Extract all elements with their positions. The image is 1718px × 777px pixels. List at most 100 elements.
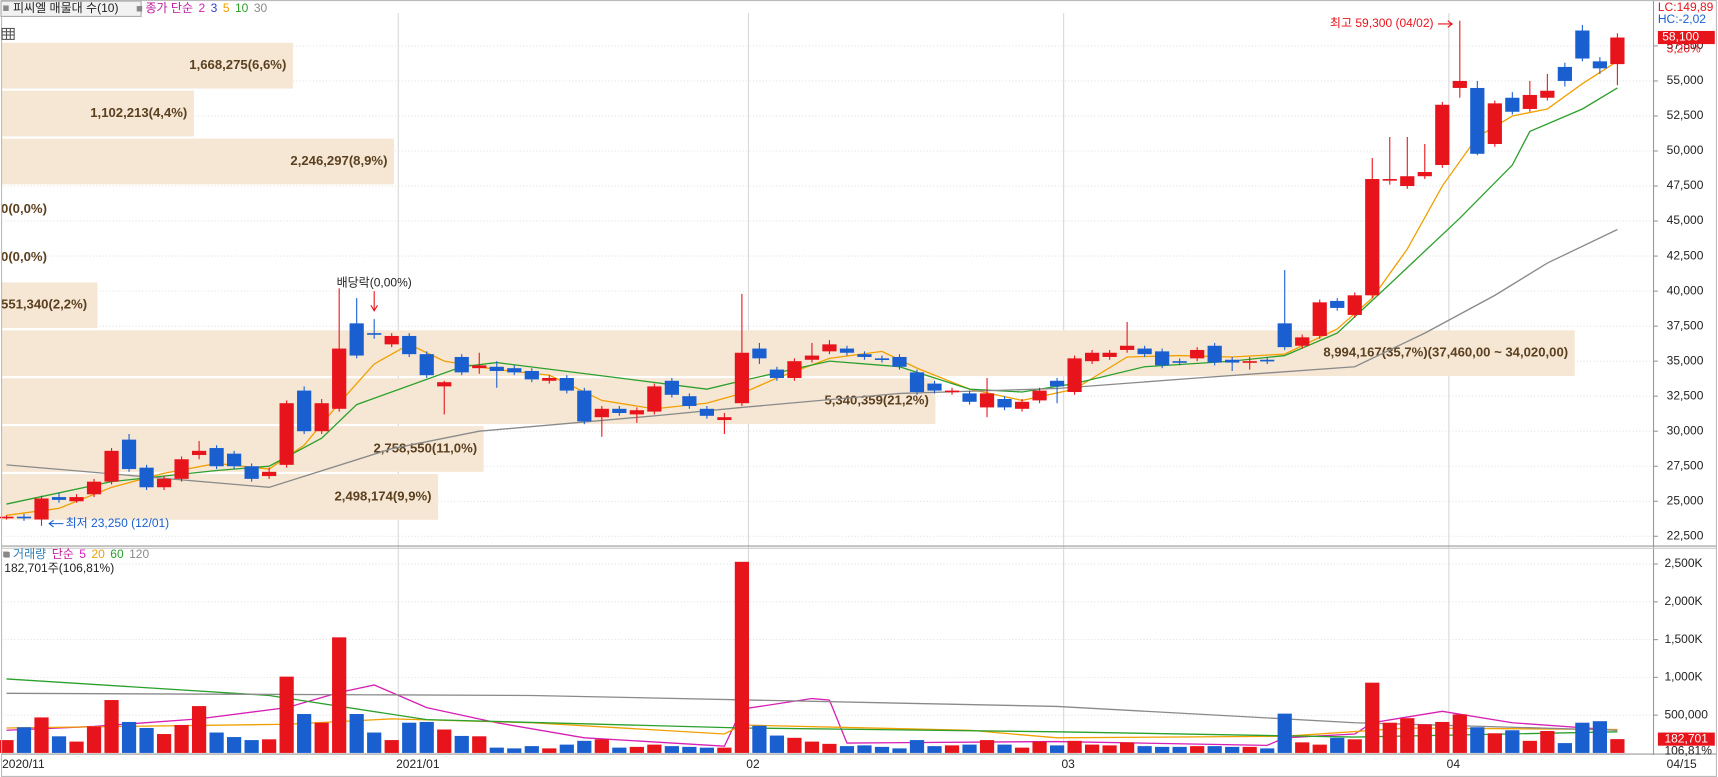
volume-bar: [349, 714, 364, 753]
volume-info: 182,701주(106,81%): [4, 561, 114, 575]
profile-label: 551,340(2,2%): [1, 297, 87, 312]
candle-body: [402, 335, 417, 355]
volume-bar: [1242, 746, 1257, 753]
y-tick-label: 25,000: [1667, 493, 1704, 507]
x-tick-label: 03: [1061, 757, 1075, 771]
volume-bar: [1505, 730, 1520, 753]
volume-bar: [874, 746, 890, 753]
volume-bar: [472, 736, 487, 753]
volume-bar: [104, 700, 119, 753]
candle-body: [104, 450, 119, 482]
candle-body: [1557, 66, 1572, 81]
volume-bar: [69, 741, 84, 753]
profile-label: 2,498,174(9,9%): [335, 488, 432, 503]
candle-body: [437, 382, 452, 387]
volume-bar: [174, 724, 189, 753]
volume-bar: [279, 676, 294, 753]
candle-body: [1330, 300, 1345, 308]
candle-body: [227, 453, 242, 467]
candle-body: [1365, 179, 1380, 296]
legend-icon: [136, 6, 143, 12]
candle-body: [279, 403, 294, 465]
volume-bar: [717, 747, 732, 753]
profile-label: 5,340,359(21,2%): [824, 393, 928, 408]
legend-entry: 단순: [52, 547, 74, 561]
volume-bar: [1032, 741, 1047, 753]
candle-body: [1084, 352, 1100, 362]
volume-bar: [1260, 748, 1275, 753]
chart-title: 피씨엘 매물대 수(10): [13, 1, 118, 15]
candle-body: [156, 478, 172, 488]
legend-entry: 3: [211, 1, 218, 15]
volume-bar: [1365, 682, 1380, 753]
low-annotation: 최저 23,250 (12/01): [66, 516, 170, 530]
volume-bar: [1557, 743, 1572, 753]
candle-body: [1242, 361, 1257, 363]
candle-body: [962, 393, 977, 402]
volume-bar: [962, 744, 977, 753]
candle-body: [1452, 80, 1467, 88]
profile-bar: [1, 42, 293, 89]
candle-body: [1172, 361, 1187, 363]
candle-body: [629, 410, 644, 415]
title-icon: [3, 5, 9, 11]
volume-bar: [1084, 744, 1100, 753]
y-tick-label: 1,000K: [1664, 670, 1702, 684]
volume-bar: [1155, 746, 1170, 753]
volume-bar: [1435, 721, 1450, 753]
volume-bar: [1540, 731, 1555, 753]
candle-body: [367, 333, 382, 335]
candle-body: [1102, 352, 1117, 357]
candle-body: [384, 335, 399, 345]
candle-body: [16, 516, 32, 519]
candle-body: [892, 356, 907, 367]
x-tick-label: 2020/11: [2, 757, 45, 771]
volume-bar: [822, 743, 837, 753]
profile-bar: [1, 282, 98, 329]
candle-body: [0, 516, 14, 519]
candle-body: [612, 408, 627, 414]
volume-bar: [647, 744, 662, 753]
volume-bar: [367, 732, 382, 753]
profile-bar: [1, 138, 395, 185]
y-tick-label: 30,000: [1667, 423, 1704, 437]
legend-entry: 30: [254, 1, 268, 15]
low-arrow: [48, 519, 64, 528]
candle-body: [822, 344, 837, 352]
candle-body: [1155, 351, 1170, 366]
candle-body: [909, 372, 925, 392]
volume-bar: [1120, 742, 1135, 753]
volume-bar: [612, 747, 627, 753]
candle-body: [699, 408, 714, 416]
moving-average-line: [6, 60, 1618, 516]
candle-body: [857, 354, 872, 357]
volume-bar: [51, 736, 67, 753]
candle-body: [664, 380, 679, 395]
legend-entry: 20: [91, 547, 105, 561]
candle-body: [454, 356, 469, 373]
x-tick-label: 02: [746, 757, 760, 771]
candle-body: [804, 355, 820, 360]
event-annotation: 배당락(0,00%): [337, 276, 412, 290]
volume-bar: [524, 746, 539, 753]
volume-bar: [857, 745, 872, 753]
candle-body: [1435, 104, 1450, 166]
x-tick-label: 2021/01: [396, 757, 440, 771]
candle-body: [244, 466, 259, 479]
candle-body: [1120, 345, 1135, 350]
last-volume-box: [1657, 732, 1715, 746]
volume-bar: [1295, 742, 1310, 753]
candle-body: [191, 450, 207, 456]
volume-bar: [752, 725, 767, 753]
candle-body: [542, 377, 557, 381]
candle-body: [262, 471, 277, 477]
volume-bar: [191, 706, 207, 753]
x-tick-label: 04: [1447, 757, 1461, 771]
lc-label: LC:149,89: [1658, 0, 1714, 14]
volume-bar: [1487, 733, 1502, 753]
y-tick-label: 2,000K: [1664, 594, 1702, 608]
volume-bar: [664, 746, 679, 753]
